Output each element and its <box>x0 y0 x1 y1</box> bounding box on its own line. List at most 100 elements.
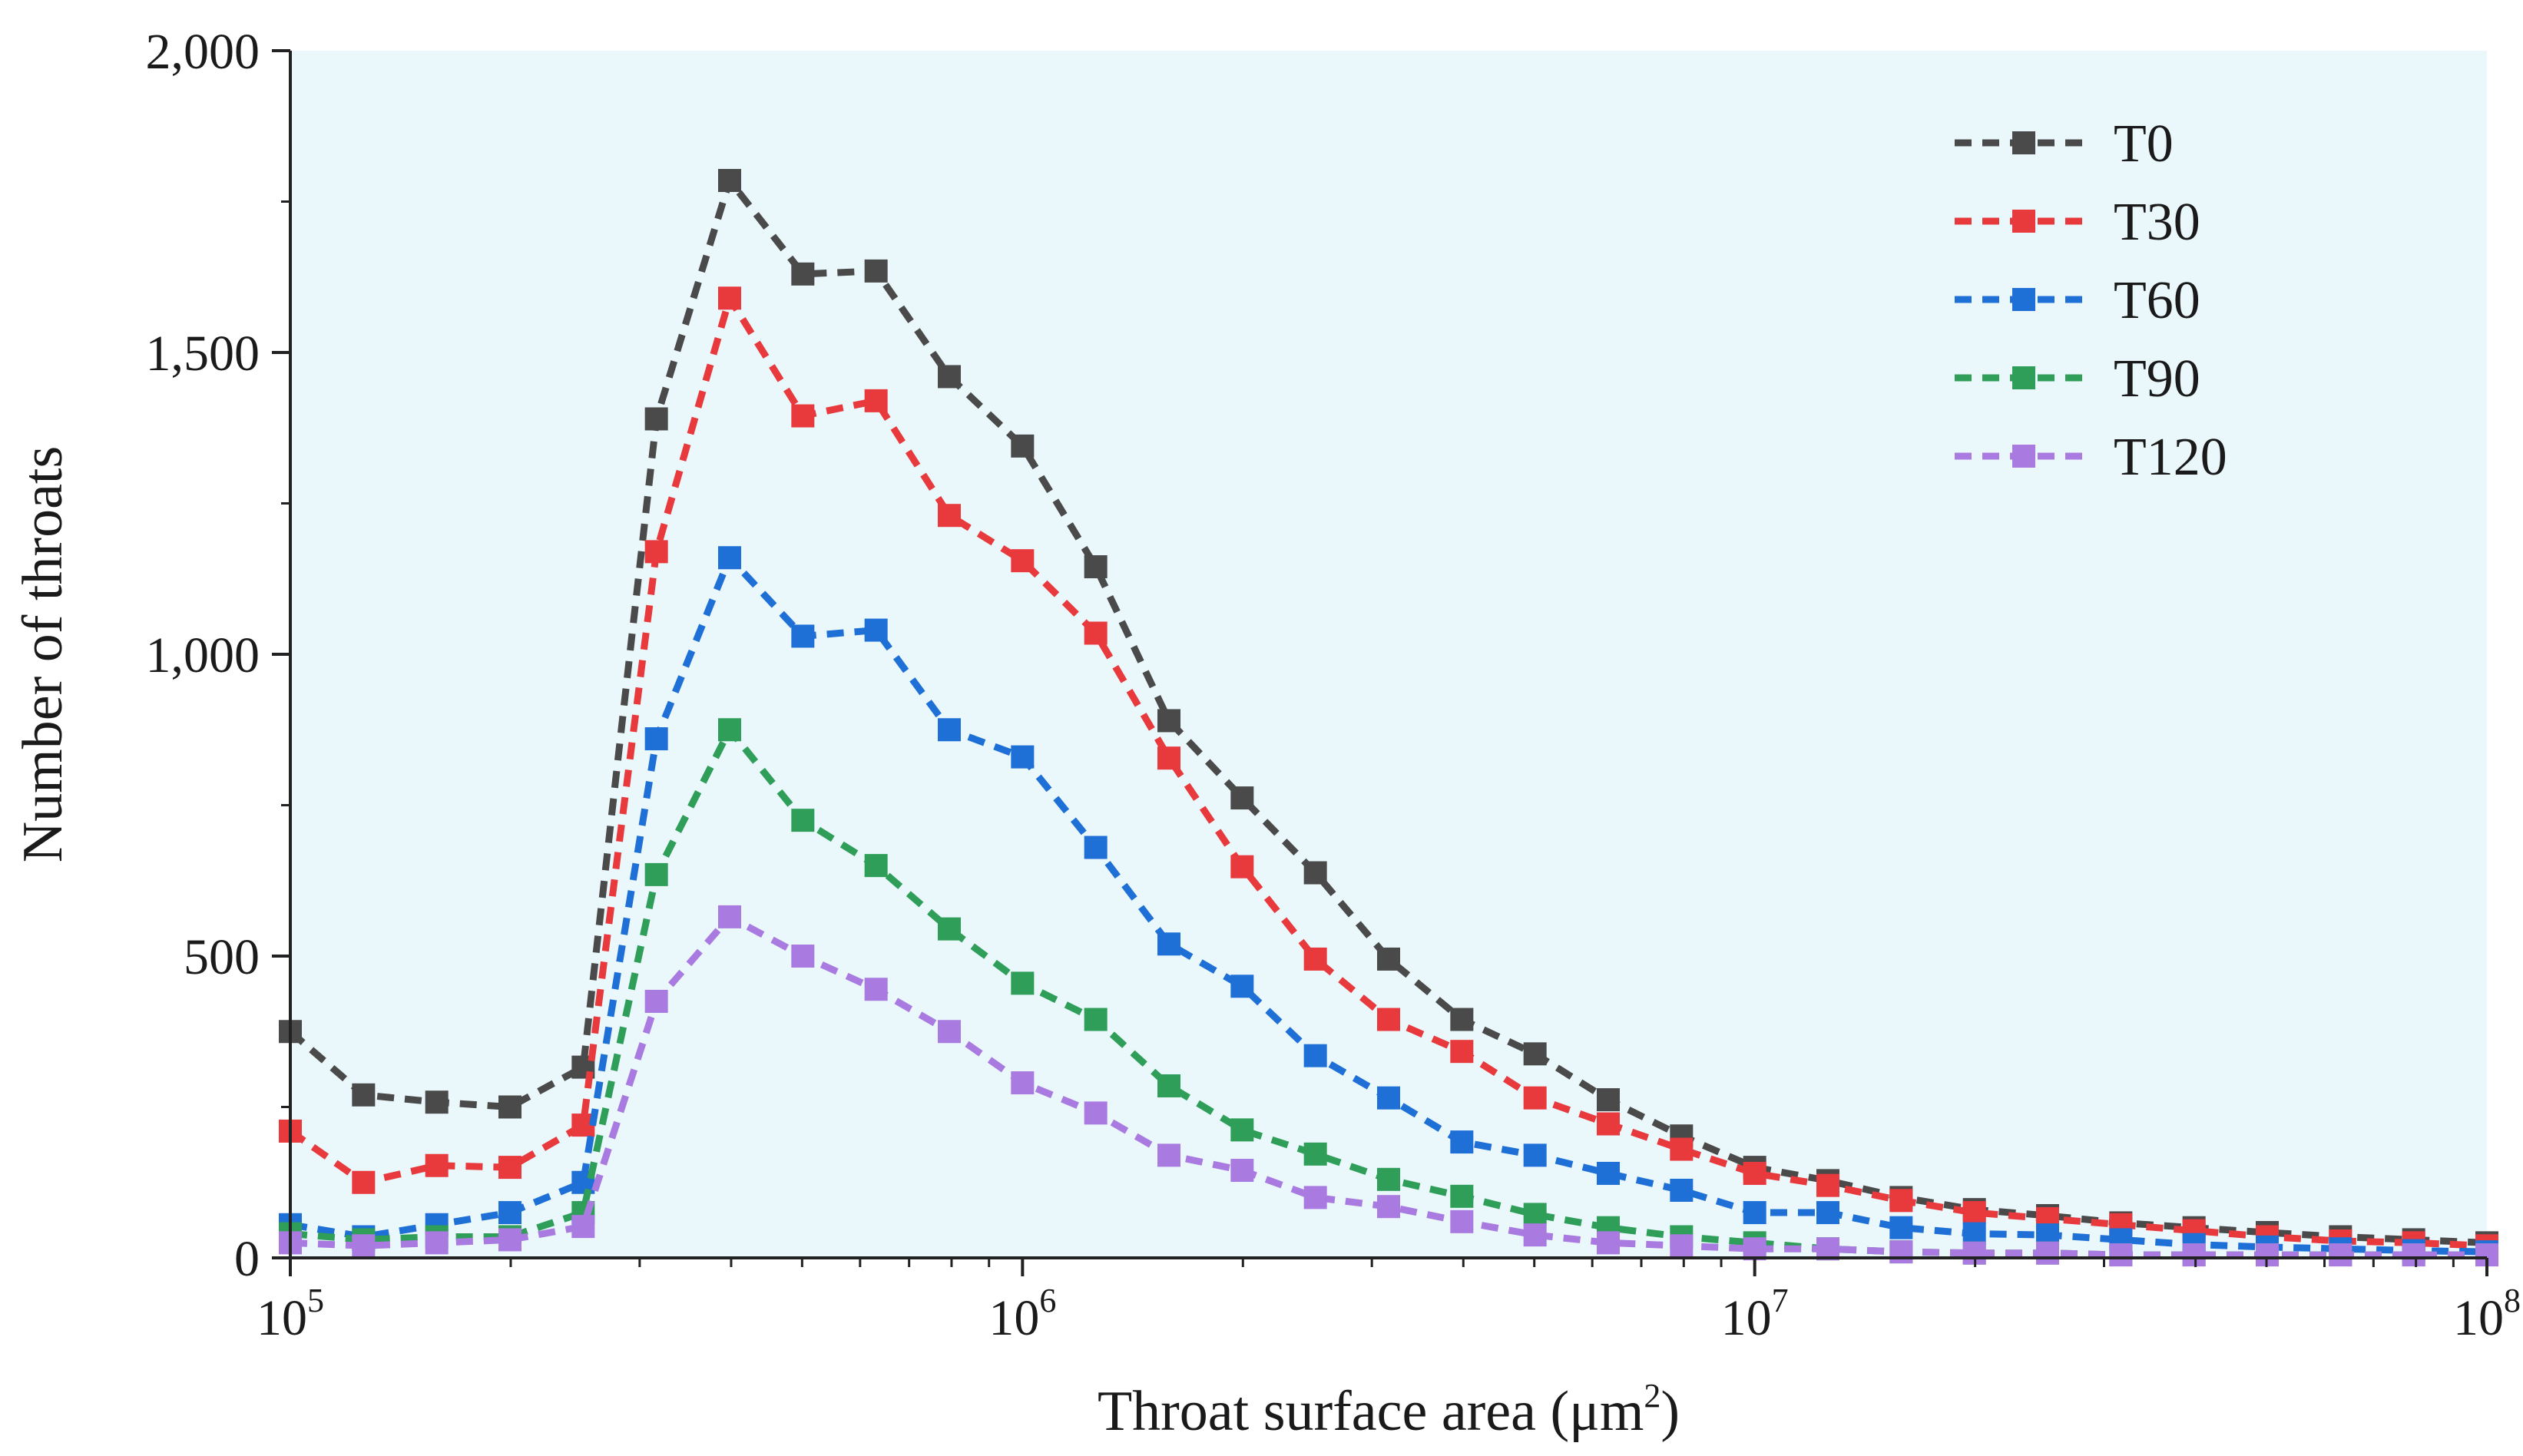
point-T120-14 <box>1303 1186 1327 1209</box>
point-T60-5 <box>644 727 668 751</box>
point-T30-5 <box>644 540 668 564</box>
point-T30-2 <box>425 1153 449 1177</box>
point-T120-8 <box>864 978 888 1001</box>
point-T30-16 <box>1450 1040 1474 1064</box>
point-T30-12 <box>1157 746 1180 770</box>
point-T120-26 <box>2182 1243 2206 1267</box>
point-T60-17 <box>1523 1143 1547 1167</box>
point-T120-22 <box>1889 1240 1913 1264</box>
series-T30 <box>279 286 2498 1258</box>
point-T0-2 <box>425 1090 449 1114</box>
point-T90-15 <box>1377 1167 1400 1191</box>
point-T60-22 <box>1889 1216 1913 1239</box>
point-T120-16 <box>1450 1209 1474 1233</box>
point-T0-1 <box>352 1083 376 1107</box>
y-tick-label-3: 1,500 <box>146 326 260 382</box>
point-T60-18 <box>1597 1161 1620 1185</box>
point-T30-1 <box>352 1170 376 1194</box>
point-T120-18 <box>1597 1231 1620 1255</box>
point-T0-15 <box>1377 947 1400 971</box>
legend-item-T90: T90 <box>1955 349 2200 409</box>
legend-item-T30: T30 <box>1955 193 2200 252</box>
point-T30-21 <box>1816 1173 1839 1197</box>
point-T60-6 <box>718 546 741 570</box>
point-T60-11 <box>1084 836 1108 859</box>
point-T30-20 <box>1743 1161 1766 1185</box>
point-T30-18 <box>1597 1112 1620 1136</box>
legend-label-T90: T90 <box>2114 349 2200 409</box>
point-T90-17 <box>1523 1203 1547 1226</box>
point-T90-13 <box>1230 1118 1254 1142</box>
point-T30-11 <box>1084 621 1108 645</box>
point-T120-5 <box>644 989 668 1013</box>
point-T120-4 <box>571 1215 595 1239</box>
y-tick-labels: 0 500 1,000 1,500 2,000 <box>146 24 260 1287</box>
x-tick-label-0: 105 <box>257 1282 324 1346</box>
point-T120-12 <box>1157 1143 1180 1167</box>
point-T0-18 <box>1597 1088 1620 1112</box>
legend-swatch-marker-T0 <box>2012 131 2035 154</box>
point-T60-14 <box>1303 1044 1327 1067</box>
series-layer <box>279 168 2498 1267</box>
point-T0-5 <box>644 407 668 431</box>
point-T30-3 <box>498 1156 521 1180</box>
y-tick-label-0: 0 <box>234 1231 260 1287</box>
point-T120-15 <box>1377 1195 1400 1219</box>
legend-label-T30: T30 <box>2114 193 2200 252</box>
point-T120-7 <box>791 945 815 968</box>
point-T120-6 <box>718 905 741 928</box>
point-T120-10 <box>1011 1071 1035 1095</box>
point-T60-9 <box>938 718 961 742</box>
legend-item-T120: T120 <box>1955 428 2227 487</box>
point-T30-19 <box>1670 1137 1694 1161</box>
point-T120-11 <box>1084 1101 1108 1125</box>
point-T30-7 <box>791 404 815 428</box>
x-tick-labels: 105 106 107 108 <box>257 1282 2521 1346</box>
point-T120-25 <box>2109 1243 2133 1267</box>
point-T60-8 <box>864 618 888 642</box>
point-T0-6 <box>718 168 741 192</box>
point-T0-11 <box>1084 555 1108 579</box>
point-T90-14 <box>1303 1142 1327 1166</box>
point-T0-17 <box>1523 1042 1547 1066</box>
y-tick-label-2: 1,000 <box>146 627 260 683</box>
point-T60-16 <box>1450 1130 1474 1154</box>
legend-swatch-marker-T30 <box>2012 210 2035 233</box>
legend-swatch-marker-T90 <box>2012 366 2035 389</box>
x-tick-label-2: 107 <box>1721 1282 1789 1346</box>
point-T60-20 <box>1743 1201 1766 1225</box>
point-T120-28 <box>2329 1243 2352 1267</box>
point-T30-14 <box>1303 947 1327 971</box>
point-T30-13 <box>1230 855 1254 879</box>
point-T120-9 <box>938 1020 961 1044</box>
point-T120-24 <box>2036 1241 2059 1265</box>
y-tick-label-1: 500 <box>184 929 260 985</box>
point-T0-9 <box>938 365 961 389</box>
legend-label-T120: T120 <box>2114 428 2227 487</box>
point-T30-17 <box>1523 1086 1547 1110</box>
point-T120-19 <box>1670 1234 1694 1258</box>
point-T0-10 <box>1011 434 1035 458</box>
point-T30-23 <box>1962 1201 1986 1225</box>
point-T120-17 <box>1523 1223 1547 1247</box>
point-T30-10 <box>1011 549 1035 573</box>
legend-item-T60: T60 <box>1955 271 2200 330</box>
point-T60-12 <box>1157 932 1180 956</box>
point-T60-10 <box>1011 745 1035 769</box>
point-T30-22 <box>1889 1189 1913 1213</box>
point-T30-9 <box>938 504 961 528</box>
point-T0-13 <box>1230 786 1254 810</box>
point-T60-21 <box>1816 1201 1839 1225</box>
legend-item-T0: T0 <box>1955 114 2174 174</box>
plot-background <box>290 51 2487 1258</box>
x-tick-label-1: 106 <box>988 1282 1056 1346</box>
point-T0-16 <box>1450 1008 1474 1031</box>
point-T90-9 <box>938 917 961 941</box>
legend-swatch-marker-T60 <box>2012 288 2035 311</box>
point-T120-2 <box>425 1231 449 1255</box>
point-T0-3 <box>498 1095 521 1119</box>
point-T120-13 <box>1230 1159 1254 1183</box>
point-T90-8 <box>864 854 888 878</box>
point-T90-6 <box>718 718 741 742</box>
